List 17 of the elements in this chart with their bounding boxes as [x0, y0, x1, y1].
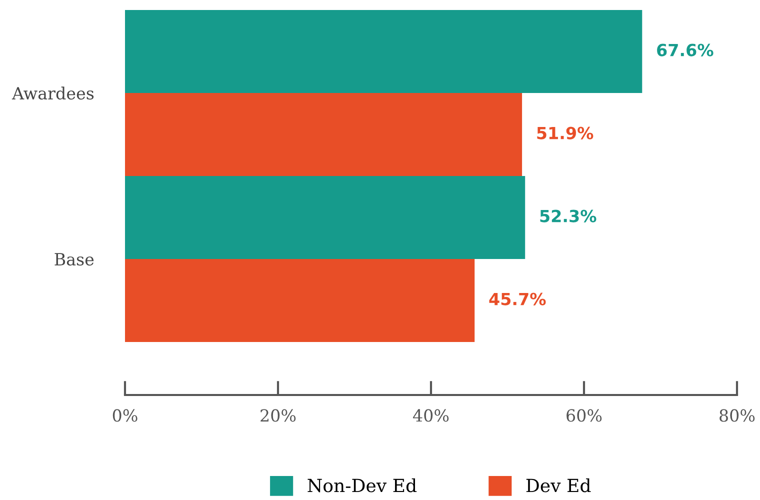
- data-label: 52.3%: [540, 210, 596, 222]
- bar: [125, 10, 642, 93]
- y-tick-label: Awardees: [12, 86, 94, 100]
- x-tick-label: 0%: [112, 409, 138, 422]
- bar: [125, 259, 475, 342]
- data-label: 67.6%: [657, 44, 714, 56]
- data-label: 51.9%: [537, 126, 594, 140]
- legend-label: Dev Ed: [526, 478, 591, 492]
- x-tick-label: 80%: [720, 409, 755, 422]
- x-tick-label: 20%: [260, 409, 296, 422]
- x-tick-label: 40%: [412, 409, 449, 422]
- data-label: 45.7%: [489, 292, 546, 306]
- legend-label: Non-Dev Ed: [308, 478, 417, 492]
- x-tick-label: 60%: [566, 409, 602, 422]
- bar: [125, 176, 526, 259]
- y-tick-label: Base: [54, 253, 94, 266]
- bar: [125, 93, 522, 176]
